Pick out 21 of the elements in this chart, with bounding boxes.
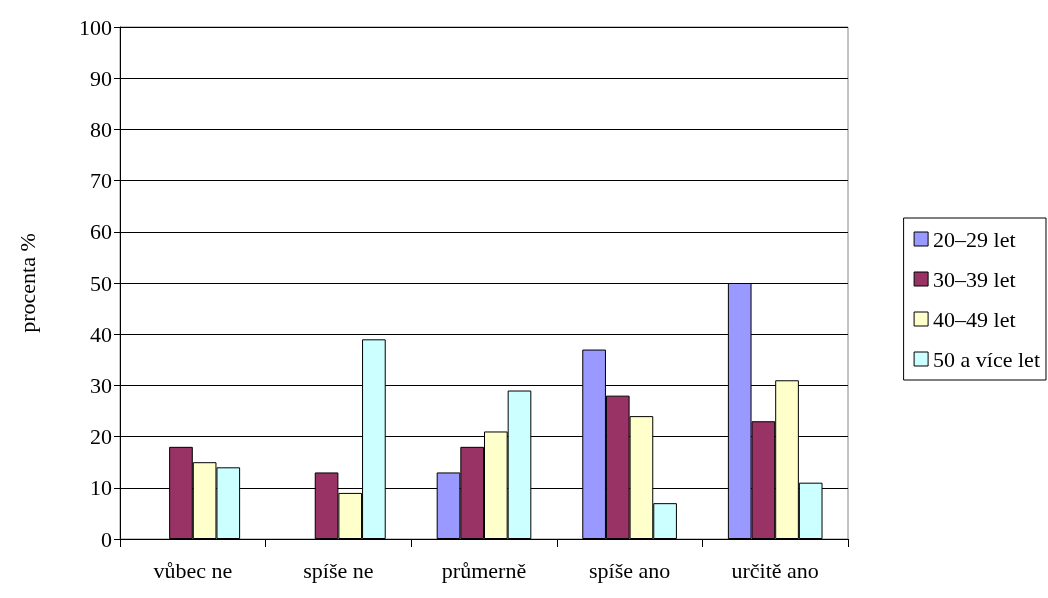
y-tick-label: 100 <box>79 14 112 40</box>
y-tick-label: 40 <box>90 321 112 347</box>
x-tick-label: průmerně <box>441 557 527 583</box>
y-tick-label: 0 <box>101 526 112 552</box>
y-tick-label: 20 <box>90 424 112 450</box>
y-tick-label: 10 <box>90 475 112 501</box>
x-tick-label: spíše ano <box>588 557 671 583</box>
y-tick-label: 80 <box>90 116 112 142</box>
y-tick-label: 60 <box>90 219 112 245</box>
y-tick-label: 30 <box>90 372 112 398</box>
y-tick-label: 70 <box>90 168 112 194</box>
legend-label: 50 a více let <box>933 346 1041 372</box>
legend-label: 20–29 let <box>933 226 1016 252</box>
x-tick-label: určitě ano <box>731 557 819 583</box>
y-tick-label: 90 <box>90 65 112 91</box>
x-tick-label: vůbec ne <box>153 557 233 583</box>
legend-label: 40–49 let <box>933 306 1016 332</box>
y-tick-label: 50 <box>90 270 112 296</box>
y-axis-title: procenta % <box>14 233 40 333</box>
legend-label: 30–39 let <box>933 266 1016 292</box>
x-tick-label: spíše ne <box>303 557 374 583</box>
